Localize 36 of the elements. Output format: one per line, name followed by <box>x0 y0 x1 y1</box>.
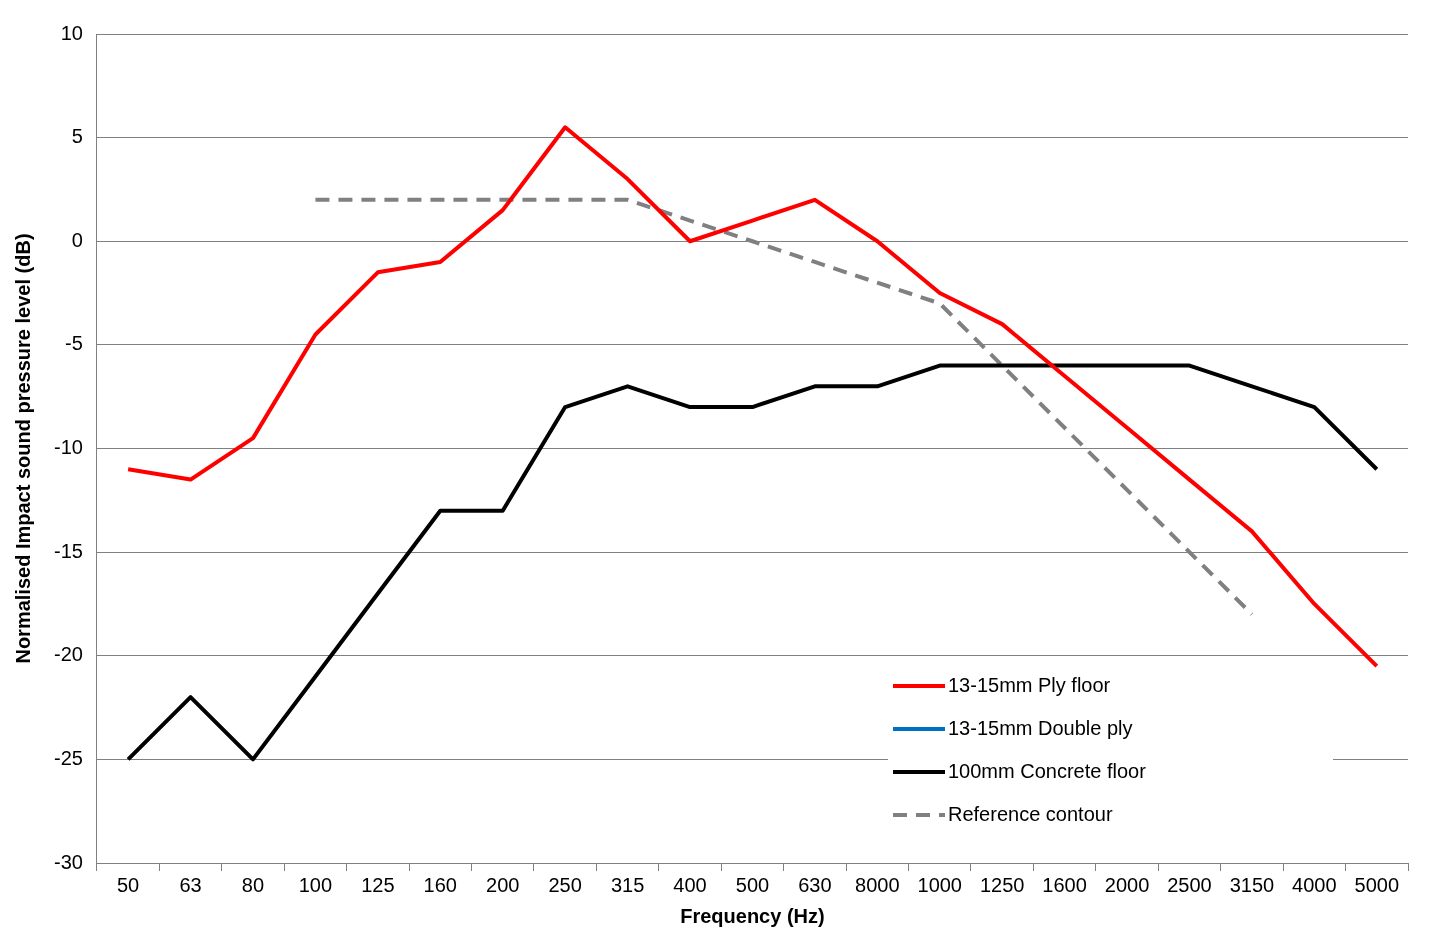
x-tick-label: 125 <box>361 873 395 896</box>
legend-label: Reference contour <box>948 802 1113 825</box>
x-tick-label: 2500 <box>1167 873 1212 896</box>
x-tick-label: 3150 <box>1229 873 1275 896</box>
y-tick-label: -30 <box>54 850 83 873</box>
y-tick-label: -25 <box>54 746 83 769</box>
x-tick-label: 315 <box>610 873 645 896</box>
x-tick-label: 1000 <box>917 873 962 896</box>
y-tick-label: 10 <box>60 21 83 44</box>
legend-label: 100mm Concrete floor <box>948 759 1147 782</box>
y-tick-label: -20 <box>54 643 83 666</box>
x-tick-label: 4000 <box>1292 873 1337 896</box>
y-tick-label: -10 <box>54 436 83 459</box>
x-tick-label: 630 <box>798 873 832 896</box>
x-tick-label: 80 <box>241 873 265 896</box>
x-tick-label: 2000 <box>1104 873 1150 896</box>
x-tick-label: 250 <box>548 873 582 896</box>
y-tick-label: 0 <box>71 228 83 251</box>
x-tick-label: 160 <box>423 873 457 896</box>
x-tick-label: 8000 <box>855 873 900 896</box>
x-tick-label: 1250 <box>979 873 1025 896</box>
y-tick-label: 5 <box>71 125 83 148</box>
x-tick-label: 50 <box>117 873 140 896</box>
legend-label: 13-15mm Ply floor <box>948 673 1111 696</box>
x-tick-label: 5000 <box>1354 873 1400 896</box>
y-axis-title: Normalised Impact sound pressure level (dB) <box>11 233 34 664</box>
x-axis-title: Frequency (Hz) <box>680 904 825 927</box>
y-tick-label: -5 <box>65 332 83 355</box>
y-tick-label: -15 <box>54 539 83 562</box>
x-tick-label: 200 <box>486 873 520 896</box>
x-tick-label: 100 <box>298 873 333 896</box>
x-tick-label: 400 <box>673 873 707 896</box>
legend-label: 13-15mm Double ply <box>948 716 1133 739</box>
x-tick-label: 500 <box>735 873 770 896</box>
x-tick-label: 1600 <box>1042 873 1087 896</box>
x-tick-label: 63 <box>179 873 202 896</box>
